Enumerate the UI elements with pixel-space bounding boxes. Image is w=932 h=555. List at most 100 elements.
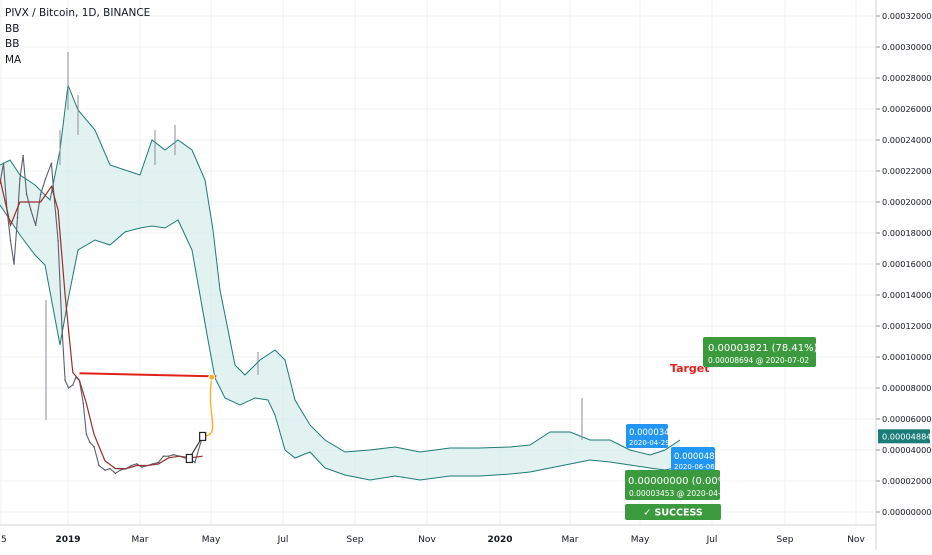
price-point: [85, 433, 88, 436]
price-point: [61, 325, 63, 327]
price-tick-label: 0.00032000: [882, 11, 932, 21]
price-tick-label: 0.00006000: [882, 414, 932, 424]
price-tick-label: 0.00008000: [882, 383, 932, 393]
target-result-box[interactable]: 0.00003821 (78.41%) in 26d 0.00008694 @ 2…: [703, 337, 852, 367]
price-point: [151, 463, 154, 465]
time-tick-label: Nov: [847, 535, 865, 545]
price-point: [22, 154, 24, 157]
price-point: [157, 461, 160, 464]
time-tick-label: May: [202, 535, 221, 545]
price-point: [78, 379, 81, 382]
price-point: [146, 464, 149, 467]
price-point: [13, 263, 15, 265]
price-point: [178, 455, 181, 458]
price-tick-label: 0.00018000: [882, 228, 932, 238]
time-tick-label: Nov: [418, 535, 436, 545]
price-tick-label: 0.00014000: [882, 290, 932, 300]
price-point: [67, 387, 70, 389]
price-point: [39, 193, 42, 196]
entry-point-date: 2020-04-29: [629, 439, 670, 447]
price-tick-label: 0.00016000: [882, 259, 932, 269]
price-point: [75, 376, 77, 378]
price-point: [183, 456, 186, 459]
time-tick-label: Jul: [706, 535, 718, 545]
price-tick-label: 0.00030000: [882, 42, 932, 52]
price-point: [25, 193, 28, 196]
time-tick-label: Mar: [132, 535, 149, 545]
second-point-price: 0.00004873: [674, 452, 725, 462]
price-point: [109, 467, 111, 470]
bollinger-bands: [0, 84, 681, 481]
price-point: [167, 455, 170, 458]
price-point: [93, 446, 95, 448]
price-tick-label: 0.00010000: [882, 352, 932, 362]
price-point: [119, 469, 122, 471]
trade-point-marker[interactable]: [199, 431, 207, 442]
entry-result-box[interactable]: 0.00000000 (0.00%) in 0.00003453 @ 2020-0…: [625, 470, 743, 500]
price-point: [114, 472, 117, 475]
price-tick-label: 0.00002000: [882, 476, 932, 486]
price-point: [194, 461, 196, 464]
price-point: [136, 463, 138, 465]
time-tick-label: Sep: [347, 535, 364, 545]
symbol-title[interactable]: PIVX / Bitcoin, 1D, BINANCE: [5, 7, 151, 19]
target-label: Target: [670, 362, 710, 375]
last-price-label: 0.00004884: [882, 431, 932, 441]
success-badge-label: ✓ SUCCESS: [643, 508, 703, 519]
price-point: [125, 467, 128, 470]
target-line[interactable]: [79, 372, 217, 378]
second-point-bg: [671, 447, 715, 471]
target-point-marker[interactable]: [208, 373, 216, 381]
price-point: [140, 466, 143, 468]
target-result-bg: [703, 337, 816, 367]
price-point: [19, 177, 21, 180]
target-result-sub: 0.00008694 @ 2020-07-02: [708, 356, 809, 365]
indicator-ma[interactable]: MA: [5, 53, 22, 66]
price-point: [2, 162, 5, 165]
bb-fill: [0, 85, 680, 480]
price-series-line: [0, 155, 204, 474]
time-axis[interactable]: 5 2019 Mar May Jul Sep Nov 2020 Mar May Jul Sep Nov: [0, 524, 876, 545]
price-point: [104, 469, 106, 471]
price-point: [72, 384, 74, 386]
price-point: [64, 379, 66, 382]
projection-curve: [202, 377, 214, 438]
price-tick-label: 0.00026000: [882, 104, 932, 114]
price-point: [9, 239, 12, 242]
price-axis-bg: [876, 0, 932, 550]
price-point: [53, 201, 56, 203]
price-tick-label: 0.00020000: [882, 197, 932, 207]
time-tick-label: 5: [1, 535, 7, 545]
price-point: [162, 455, 165, 458]
price-point: [98, 464, 100, 467]
price-point: [130, 464, 133, 467]
price-axis[interactable]: 0.00032000 0.00030000 0.00028000 0.00026000…: [875, 0, 932, 550]
price-point: [44, 177, 47, 180]
time-tick-label: Jul: [277, 535, 289, 545]
price-tick-label: 0.00000000: [882, 507, 932, 517]
last-price-tag: [878, 429, 930, 444]
price-tick-label: 0.00004000: [882, 445, 932, 455]
price-point: [82, 402, 85, 405]
price-tick-label: 0.00012000: [882, 321, 932, 331]
price-tick-label: 0.00022000: [882, 166, 932, 176]
price-tick-label: 0.00028000: [882, 73, 932, 83]
entry-point-price: 0.00003453: [629, 428, 680, 438]
trade-point-marker[interactable]: [185, 453, 193, 464]
indicator-bb-2[interactable]: BB: [5, 38, 20, 50]
entry-result-bg: [625, 470, 720, 500]
indicator-bb-1[interactable]: BB: [5, 22, 20, 35]
entry-result-main: 0.00000000 (0.00%) in: [628, 476, 743, 487]
target-result-main: 0.00003821 (78.41%) in 26d: [708, 343, 852, 354]
success-badge[interactable]: ✓ SUCCESS: [625, 504, 721, 520]
price-tick-label: 0.00024000: [882, 135, 932, 145]
entry-point-bg: [626, 424, 668, 448]
price-point: [172, 453, 175, 456]
bb-upper-band: [0, 84, 681, 456]
bb-lower-band: [0, 204, 681, 481]
time-tick-label: Sep: [777, 535, 794, 545]
